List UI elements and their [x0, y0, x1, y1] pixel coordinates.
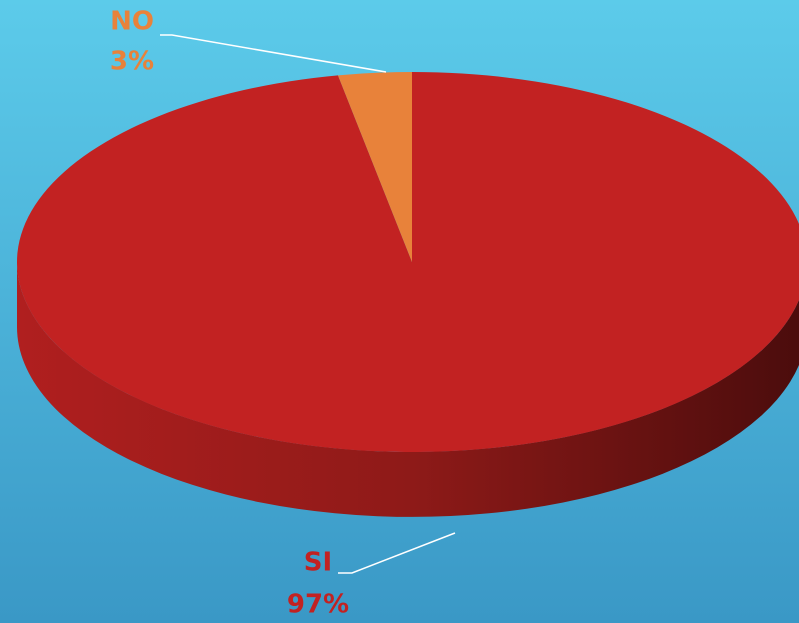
leader-line: [160, 34, 387, 73]
value-label: 3%: [110, 47, 154, 77]
pie-slice: [17, 72, 799, 452]
slice-label: NO: [110, 7, 154, 37]
pie-side: [17, 262, 799, 517]
pie-slice: [337, 72, 412, 262]
slice-label: SI: [304, 548, 332, 578]
value-label: 97%: [287, 590, 349, 620]
leader-line: [338, 532, 456, 574]
